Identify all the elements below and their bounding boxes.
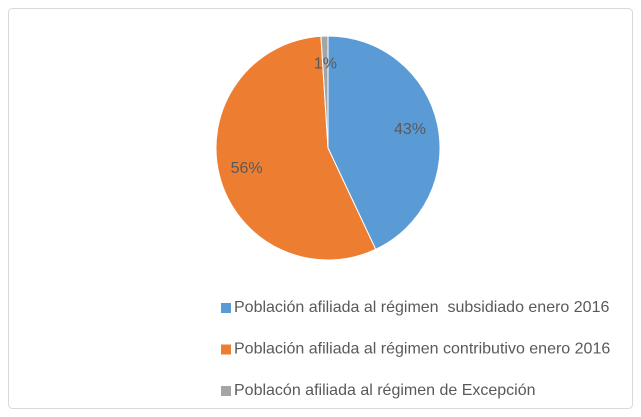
data-label: 43% <box>394 121 426 138</box>
pie-slice <box>327 35 441 251</box>
legend-label: Población afiliada al régimen subsidiado… <box>234 299 609 316</box>
legend-swatch <box>221 303 231 313</box>
data-label: 56% <box>231 160 263 177</box>
data-label: 1% <box>314 55 337 72</box>
legend-label: Poblacón afiliada al régimen de Excepció… <box>234 382 536 399</box>
legend-swatch <box>221 386 231 396</box>
legend-label: Población afiliada al régimen contributi… <box>234 341 610 358</box>
pie-slice <box>215 35 377 261</box>
pie-slice <box>320 35 329 149</box>
legend-swatch <box>221 344 231 355</box>
